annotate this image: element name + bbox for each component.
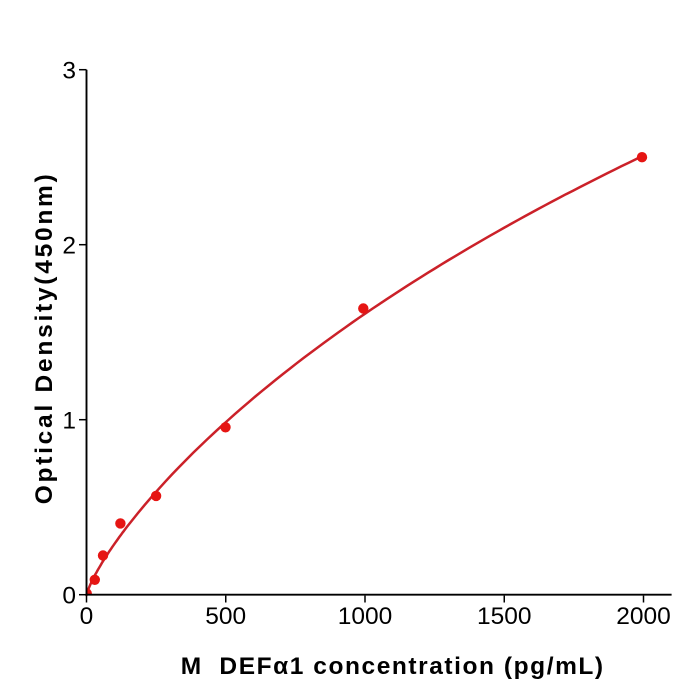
svg-text:1: 1	[62, 408, 76, 435]
svg-text:2: 2	[62, 233, 76, 260]
svg-text:M DEFα1 concentration (pg/mL): M DEFα1 concentration (pg/mL)	[181, 653, 605, 680]
svg-text:1000: 1000	[338, 603, 393, 630]
svg-text:1500: 1500	[477, 603, 532, 630]
svg-text:2000: 2000	[616, 603, 671, 630]
svg-text:0: 0	[62, 583, 76, 610]
svg-text:3: 3	[62, 58, 76, 85]
svg-text:500: 500	[205, 603, 246, 630]
svg-text:0: 0	[80, 603, 94, 630]
svg-text:Optical Density(450nm): Optical Density(450nm)	[31, 171, 58, 504]
